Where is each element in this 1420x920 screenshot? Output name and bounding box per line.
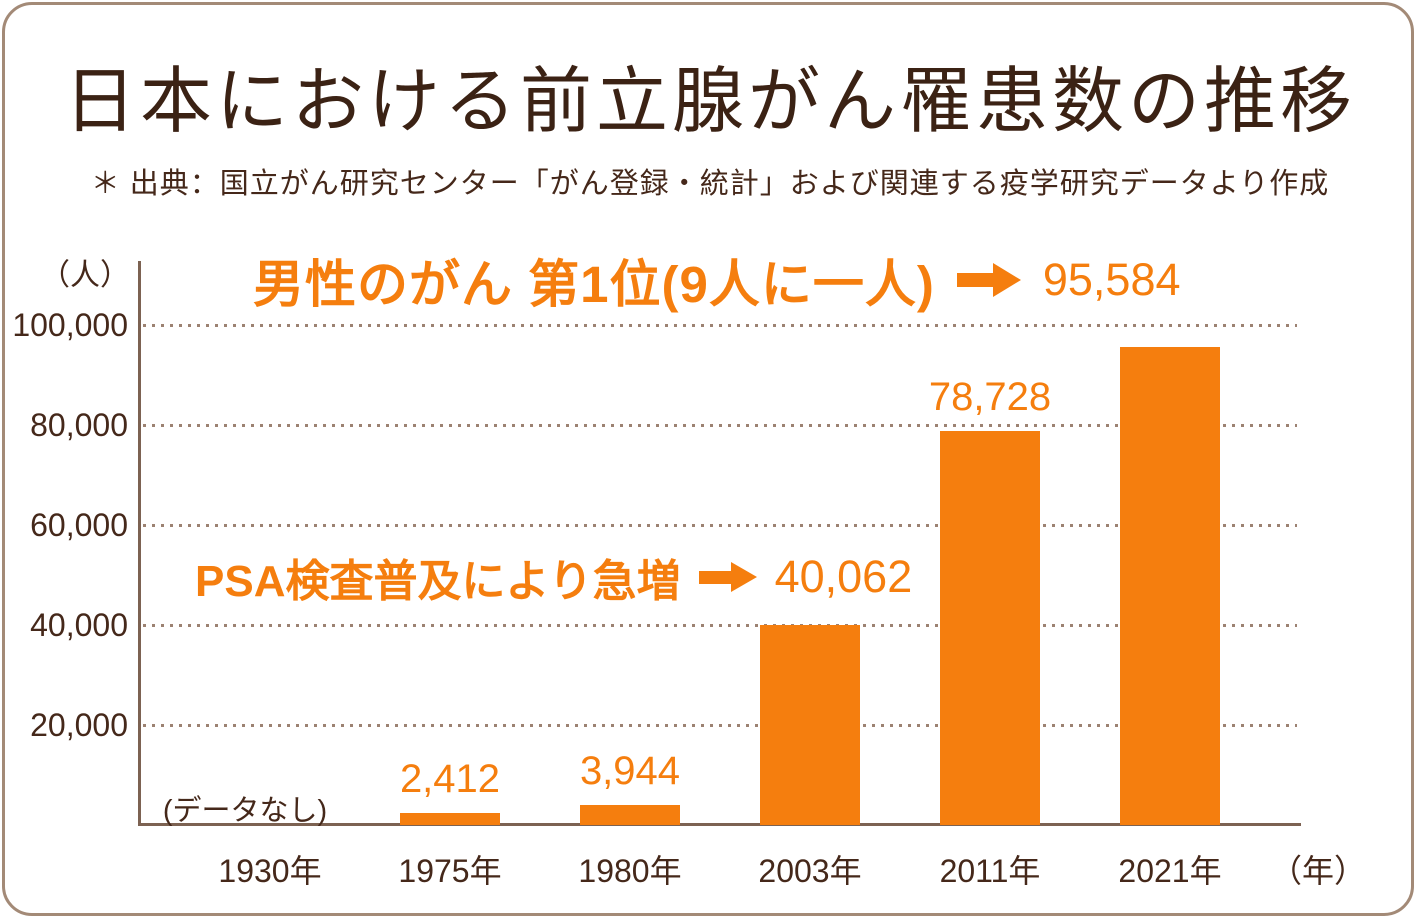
gridline-20000 xyxy=(143,724,1297,727)
bar-value-2011: 78,728 xyxy=(928,375,1052,419)
annotation-rank-text: 男性のがん 第1位(9人に一人) xyxy=(253,256,935,313)
y-tick-80000: 80,000 xyxy=(30,407,128,443)
annotation-rank-value: 95,584 xyxy=(1042,254,1181,305)
y-tick-20000: 20,000 xyxy=(30,707,128,743)
x-label-1980: 1980年 xyxy=(578,853,682,889)
annotation-psa-text: PSA検査普及により急増 xyxy=(195,557,681,606)
bar-2003 xyxy=(760,625,860,825)
annotation-rank: 男性のがん 第1位(9人に一人) 95,584 xyxy=(253,243,1181,317)
gridline-100000 xyxy=(143,324,1297,327)
annotation-psa-value: 40,062 xyxy=(774,551,913,602)
bar-value-1975: 2,412 xyxy=(399,757,501,801)
y-tick-60000: 60,000 xyxy=(30,507,128,543)
annotation-psa: PSA検査普及により急増 40,062 xyxy=(195,545,912,609)
x-axis-line xyxy=(138,823,1301,826)
no-data-note: (データなし) xyxy=(162,795,328,827)
right-arrow-icon xyxy=(698,562,757,592)
y-tick-40000: 40,000 xyxy=(30,607,128,643)
x-axis-unit-label: （年） xyxy=(1269,853,1366,889)
gridline-80000 xyxy=(143,424,1297,427)
bar-2011 xyxy=(940,431,1040,825)
gridline-40000 xyxy=(143,624,1297,627)
right-arrow-icon xyxy=(956,263,1021,297)
page-title: 日本における前立腺がん罹患数の推移 xyxy=(63,62,1356,142)
x-label-2011: 2011年 xyxy=(939,853,1041,889)
y-axis-unit-label: （人） xyxy=(40,259,130,292)
bar-2021 xyxy=(1120,347,1220,825)
x-label-2021: 2021年 xyxy=(1118,853,1222,889)
bar-value-1980: 3,944 xyxy=(579,749,681,793)
bar-1975 xyxy=(400,813,500,825)
y-axis-line xyxy=(138,261,141,826)
gridline-60000 xyxy=(143,524,1297,527)
source-note: ＊ 出典：国立がん研究センター「がん登録・統計」および関連する疫学研究データより… xyxy=(90,168,1330,200)
x-label-1930: 1930年 xyxy=(218,853,322,889)
x-label-2003: 2003年 xyxy=(758,853,862,889)
y-tick-100000: 100,000 xyxy=(12,307,128,343)
bar-1980 xyxy=(580,805,680,825)
x-label-1975: 1975年 xyxy=(398,853,502,889)
